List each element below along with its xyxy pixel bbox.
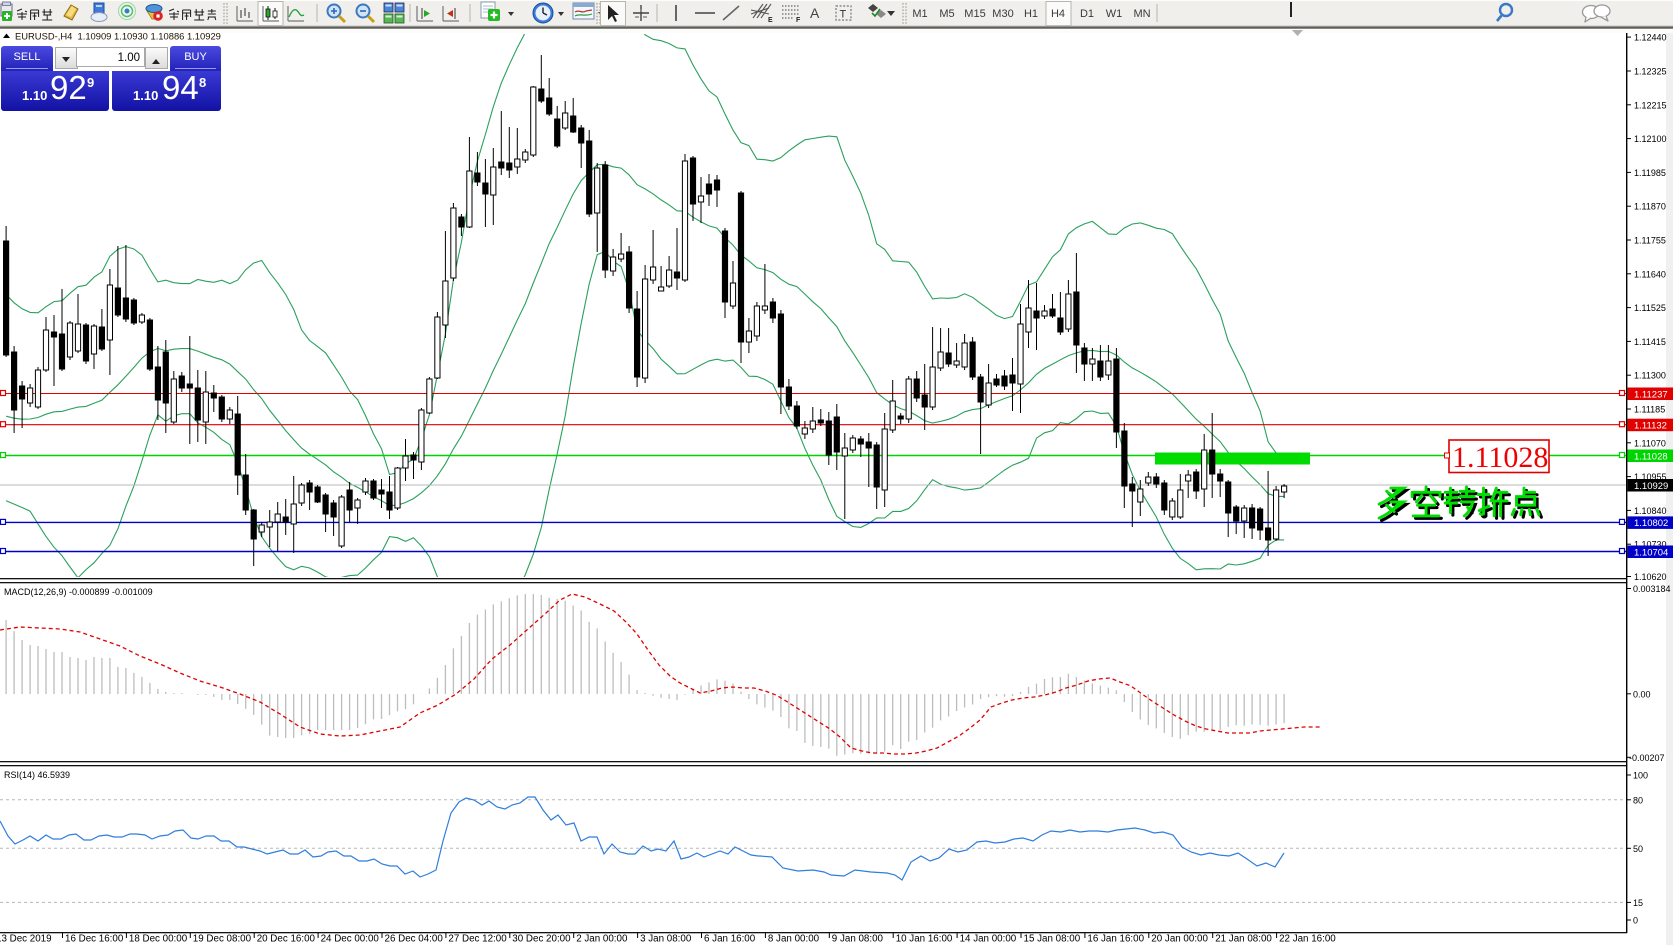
svg-text:1.11185: 1.11185 — [1634, 405, 1665, 415]
svg-text:1.11237: 1.11237 — [1634, 389, 1668, 400]
svg-text:10 Jan 16:00: 10 Jan 16:00 — [896, 934, 953, 945]
svg-text:1.10929: 1.10929 — [1634, 481, 1668, 492]
svg-text:16 Dec 16:00: 16 Dec 16:00 — [65, 934, 124, 945]
svg-text:W1: W1 — [1106, 8, 1123, 20]
svg-text:27 Dec 12:00: 27 Dec 12:00 — [448, 934, 507, 945]
svg-text:20 Dec 16:00: 20 Dec 16:00 — [257, 934, 316, 945]
svg-text:MACD(12,26,9) -0.000899 -0.001: MACD(12,26,9) -0.000899 -0.001009 — [4, 587, 153, 597]
svg-text:1.12215: 1.12215 — [1634, 100, 1667, 110]
svg-text:D1: D1 — [1080, 8, 1094, 20]
svg-text:13 Dec 2019: 13 Dec 2019 — [0, 934, 52, 945]
svg-text:0.00: 0.00 — [1633, 689, 1651, 699]
svg-text:1.11028: 1.11028 — [1634, 451, 1668, 462]
svg-text:1.11300: 1.11300 — [1634, 371, 1666, 381]
svg-text:1.10620: 1.10620 — [1634, 572, 1667, 582]
svg-text:30 Dec 20:00: 30 Dec 20:00 — [512, 934, 571, 945]
svg-text:15: 15 — [1633, 898, 1643, 908]
svg-text:1.11985: 1.11985 — [1634, 168, 1666, 178]
svg-text:1.12440: 1.12440 — [1634, 33, 1667, 43]
svg-text:100: 100 — [1633, 771, 1648, 781]
svg-text:0: 0 — [1633, 916, 1638, 926]
svg-text:26 Dec 04:00: 26 Dec 04:00 — [385, 934, 444, 945]
svg-text:20 Jan 00:00: 20 Jan 00:00 — [1151, 934, 1208, 945]
svg-text:1.11070: 1.11070 — [1634, 438, 1666, 448]
svg-text:50: 50 — [1633, 844, 1643, 854]
svg-text:1.10704: 1.10704 — [1634, 547, 1668, 558]
svg-text:M30: M30 — [992, 8, 1013, 20]
svg-text:1.12325: 1.12325 — [1634, 67, 1667, 77]
svg-text:1.11415: 1.11415 — [1634, 337, 1666, 347]
svg-text:18 Dec 00:00: 18 Dec 00:00 — [129, 934, 188, 945]
svg-text:0.003184: 0.003184 — [1633, 584, 1671, 594]
svg-text:RSI(14) 46.5939: RSI(14) 46.5939 — [4, 770, 70, 780]
svg-text:A: A — [810, 5, 820, 21]
svg-text:1.11870: 1.11870 — [1634, 202, 1666, 212]
svg-text:1.11755: 1.11755 — [1634, 236, 1666, 246]
svg-text:14 Jan 00:00: 14 Jan 00:00 — [960, 934, 1017, 945]
svg-text:24 Dec 00:00: 24 Dec 00:00 — [321, 934, 380, 945]
svg-text:1.10730: 1.10730 — [1634, 540, 1667, 550]
svg-text:1.10840: 1.10840 — [1634, 506, 1667, 516]
svg-text:-0.00207: -0.00207 — [1629, 753, 1665, 763]
svg-text:M15: M15 — [964, 8, 985, 20]
svg-text:9 Jan 08:00: 9 Jan 08:00 — [832, 934, 884, 945]
svg-text:22 Jan 16:00: 22 Jan 16:00 — [1279, 934, 1336, 945]
svg-text:3 Jan 08:00: 3 Jan 08:00 — [640, 934, 692, 945]
svg-text:1.10955: 1.10955 — [1634, 472, 1667, 482]
svg-text:MN: MN — [1133, 8, 1150, 20]
svg-text:1.11525: 1.11525 — [1634, 303, 1666, 313]
svg-text:80: 80 — [1633, 795, 1643, 805]
svg-text:H1: H1 — [1024, 8, 1038, 20]
svg-text:E: E — [768, 17, 773, 24]
svg-text:M5: M5 — [939, 8, 954, 20]
svg-text:15 Jan 08:00: 15 Jan 08:00 — [1024, 934, 1081, 945]
svg-text:EURUSD-,H4 1.10909 1.10930 1.: EURUSD-,H4 1.10909 1.10930 1.10886 1.109… — [15, 31, 221, 42]
svg-text:1.11640: 1.11640 — [1634, 269, 1666, 279]
svg-text:1.12100: 1.12100 — [1634, 134, 1667, 144]
svg-text:1.11028: 1.11028 — [1452, 441, 1548, 474]
svg-text:F: F — [796, 17, 801, 24]
svg-text:1.11132: 1.11132 — [1634, 421, 1667, 432]
svg-text:21 Jan 08:00: 21 Jan 08:00 — [1215, 934, 1272, 945]
svg-text:2 Jan 00:00: 2 Jan 00:00 — [576, 934, 628, 945]
svg-text:6 Jan 16:00: 6 Jan 16:00 — [704, 934, 756, 945]
svg-text:T: T — [840, 9, 847, 21]
svg-text:H4: H4 — [1051, 8, 1065, 20]
svg-text:19 Dec 08:00: 19 Dec 08:00 — [193, 934, 252, 945]
svg-text:1.10802: 1.10802 — [1634, 518, 1668, 529]
svg-text:8 Jan 00:00: 8 Jan 00:00 — [768, 934, 820, 945]
svg-text:16 Jan 16:00: 16 Jan 16:00 — [1087, 934, 1144, 945]
svg-text:M1: M1 — [912, 8, 927, 20]
